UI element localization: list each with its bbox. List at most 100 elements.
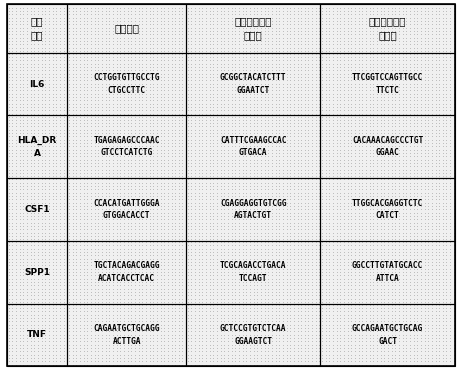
Point xyxy=(80,252,87,258)
Point xyxy=(417,104,425,110)
Point xyxy=(362,28,370,34)
Point xyxy=(340,269,348,275)
Point xyxy=(49,183,56,189)
Point xyxy=(224,167,232,173)
Point xyxy=(102,296,109,302)
Point xyxy=(135,31,142,37)
Point xyxy=(221,296,228,302)
Point xyxy=(168,111,175,117)
Point xyxy=(359,28,366,34)
Point xyxy=(87,144,95,149)
Point xyxy=(326,183,333,189)
Point xyxy=(257,266,265,272)
Point xyxy=(135,176,142,182)
Point xyxy=(128,45,135,51)
Point xyxy=(64,77,71,83)
Point xyxy=(12,137,20,143)
Point xyxy=(359,279,366,285)
Point xyxy=(191,226,199,232)
Point xyxy=(53,242,60,248)
Point xyxy=(254,87,261,93)
Point xyxy=(359,183,366,189)
Point xyxy=(64,318,71,324)
Point xyxy=(421,282,428,288)
Point xyxy=(224,322,232,328)
Point xyxy=(439,329,446,334)
Point xyxy=(217,325,224,331)
Point xyxy=(436,262,443,268)
Point xyxy=(326,130,333,136)
Point xyxy=(305,193,312,199)
Point xyxy=(359,45,366,51)
Point xyxy=(359,276,366,282)
Point xyxy=(276,51,283,57)
Point xyxy=(65,233,73,239)
Point xyxy=(210,176,217,182)
Point xyxy=(206,292,213,298)
Point xyxy=(392,144,399,149)
Point xyxy=(421,35,428,41)
Point xyxy=(425,226,432,232)
Point xyxy=(254,318,261,324)
Point xyxy=(16,5,23,11)
Point xyxy=(76,81,84,87)
Point xyxy=(268,84,276,90)
Point xyxy=(410,77,417,83)
Point xyxy=(410,256,417,262)
Point xyxy=(381,74,388,80)
Point xyxy=(312,130,319,136)
Point xyxy=(149,107,157,113)
Point xyxy=(175,157,182,163)
Point xyxy=(31,120,38,126)
Point xyxy=(443,97,450,103)
Point xyxy=(243,21,250,27)
Point xyxy=(106,104,113,110)
Point xyxy=(316,189,323,195)
Point xyxy=(228,325,235,331)
Point xyxy=(265,282,272,288)
Point xyxy=(432,196,439,202)
Point xyxy=(91,1,98,7)
Point xyxy=(175,272,182,278)
Point xyxy=(308,120,316,126)
Point xyxy=(417,335,425,341)
Point xyxy=(12,256,20,262)
Point xyxy=(308,94,316,100)
Point xyxy=(213,322,221,328)
Point xyxy=(395,219,403,225)
Point xyxy=(243,206,250,212)
Point xyxy=(87,246,95,252)
Point xyxy=(224,164,232,169)
Point xyxy=(316,358,323,364)
Point xyxy=(9,1,16,7)
Point xyxy=(272,325,279,331)
Point xyxy=(184,289,191,295)
Point xyxy=(316,282,323,288)
Point xyxy=(392,38,399,44)
Point xyxy=(76,84,84,90)
Point xyxy=(443,94,450,100)
Point xyxy=(149,252,157,258)
Point xyxy=(316,167,323,173)
Point xyxy=(403,114,410,120)
Point xyxy=(109,315,117,321)
Point xyxy=(290,21,298,27)
Point xyxy=(351,203,359,209)
Point xyxy=(246,279,254,285)
Point xyxy=(319,154,326,159)
Point xyxy=(450,193,457,199)
Point xyxy=(149,48,157,54)
Point xyxy=(120,41,128,47)
Point xyxy=(272,239,279,245)
Point xyxy=(308,276,316,282)
Point xyxy=(344,199,351,205)
Point xyxy=(135,130,142,136)
Point xyxy=(250,242,257,248)
Point xyxy=(64,355,71,361)
Point xyxy=(403,292,410,298)
Point xyxy=(406,134,414,139)
Point xyxy=(221,342,228,348)
Point xyxy=(135,239,142,245)
Point xyxy=(217,309,224,314)
Point xyxy=(217,216,224,222)
